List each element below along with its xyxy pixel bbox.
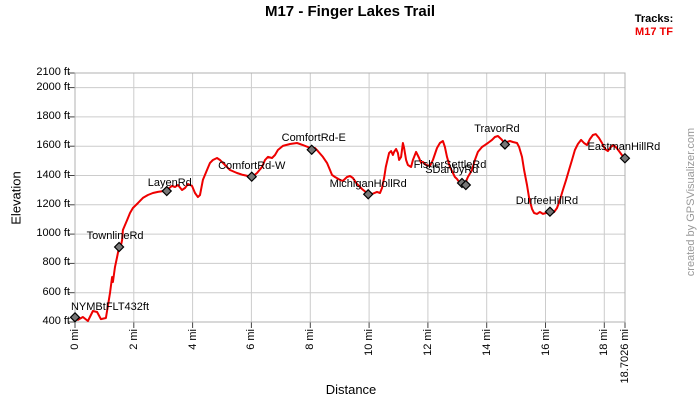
y-tick-label: 600 ft	[42, 285, 70, 298]
waypoint-label: DurfeeHillRd	[515, 194, 579, 207]
elevation-line	[74, 133, 626, 322]
waypoint-marker	[246, 171, 258, 183]
waypoint-label: LayenRd	[147, 177, 192, 190]
y-tick-label: 800 ft	[42, 256, 70, 269]
y-tick-label: 1800 ft	[36, 109, 70, 122]
waypoint-label: TownlineRd	[86, 230, 144, 242]
waypoint-marker	[499, 139, 511, 150]
x-tick-label: 10 mi	[363, 329, 376, 356]
waypoint-marker	[544, 206, 556, 218]
y-tick-label: 1400 ft	[36, 168, 70, 181]
waypoint-marker	[306, 144, 318, 156]
y-tick-label: 2100 ft	[36, 66, 70, 78]
waypoint-label: ComfortRd-E	[281, 131, 346, 144]
waypoint-marker	[619, 152, 631, 164]
y-tick-label: 2000 ft	[36, 80, 70, 93]
waypoint-label: MichiganHollRd	[329, 178, 407, 191]
x-tick-label: 16 mi	[539, 329, 552, 356]
y-tick-label: 400 ft	[42, 315, 70, 327]
waypoint-label: FisherSettleRd	[413, 158, 487, 171]
x-tick-label: 0 mi	[69, 329, 81, 350]
waypoint-label: NYMBtFLT432ft	[70, 301, 150, 314]
x-tick-label: 6 mi	[245, 329, 258, 350]
x-tick-label: 4 mi	[186, 329, 199, 350]
waypoint-marker	[113, 241, 125, 253]
chart-title: M17 - Finger Lakes Trail	[264, 3, 436, 20]
plot-canvas	[68, 72, 631, 328]
gpsvisualizer-credit: created by GPSVisualizer.com	[685, 127, 697, 277]
plot-border	[74, 72, 626, 323]
waypoint-label: SDanbyRd	[425, 164, 479, 177]
tracks-legend: Tracks: M17 TF	[608, 13, 700, 39]
tracks-legend-heading: Tracks:	[634, 13, 674, 25]
waypoint-label: ComfortRd-W	[218, 159, 286, 172]
y-tick-label: 1000 ft	[36, 227, 70, 240]
x-tick-label: 8 mi	[304, 329, 317, 350]
waypoint-label: EastmanHillRd	[587, 141, 661, 154]
waypoint-marker	[69, 311, 81, 323]
x-tick-label: 14 mi	[480, 329, 493, 356]
plot-area	[68, 72, 631, 328]
waypoint-marker	[362, 188, 374, 200]
waypoint-label: TravorRd	[474, 123, 520, 136]
x-axis-title: Distance	[325, 382, 377, 397]
y-tick-label: 1600 ft	[36, 139, 70, 152]
x-tick-label: 2 mi	[127, 329, 140, 350]
x-tick-label: 18.7026 mi	[619, 329, 631, 384]
x-tick-label: 12 mi	[421, 329, 434, 356]
waypoint-marker	[161, 185, 173, 197]
y-tick-label: 1200 ft	[36, 197, 70, 210]
waypoint-marker	[460, 179, 472, 191]
tracks-legend-track-name: M17 TF	[635, 26, 673, 38]
